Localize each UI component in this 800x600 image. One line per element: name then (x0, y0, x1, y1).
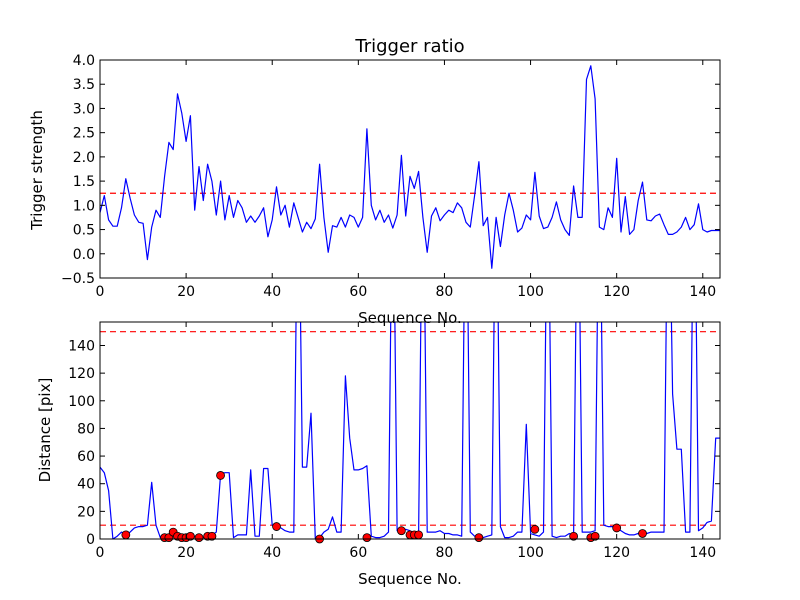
y-tick-label: 0.5 (73, 223, 95, 239)
y-tick-label: 60 (77, 449, 95, 465)
data-marker (530, 524, 540, 534)
axes-frame (99, 59, 721, 279)
x-tick-label: 140 (689, 545, 716, 561)
axes-frame (99, 321, 721, 540)
data-series-line (100, 65, 720, 269)
y-tick-label: 1.5 (73, 174, 95, 190)
y-axis-label: Trigger strength (28, 110, 46, 231)
data-marker (272, 522, 281, 531)
y-tick-label: 100 (68, 394, 95, 410)
data-marker (638, 529, 647, 538)
x-tick-label: 120 (603, 545, 630, 561)
y-tick-label: 80 (77, 421, 95, 437)
y-axis-label: Distance [pix] (36, 378, 54, 483)
x-tick-label: 0 (96, 545, 105, 561)
x-axis-label: Sequence No. (358, 570, 462, 588)
data-marker (569, 531, 579, 541)
data-marker (414, 530, 424, 540)
x-tick-label: 80 (436, 545, 454, 561)
x-tick-label: 40 (263, 284, 281, 300)
y-tick-label: 40 (77, 477, 95, 493)
data-marker (362, 533, 372, 543)
x-tick-label: 20 (177, 284, 195, 300)
x-tick-label: 100 (517, 545, 544, 561)
x-tick-label: 60 (349, 284, 367, 300)
data-marker (121, 530, 131, 540)
data-marker (590, 531, 600, 541)
y-tick-label: 140 (68, 338, 95, 354)
x-tick-label: 140 (689, 284, 716, 300)
x-tick-label: 80 (436, 284, 454, 300)
y-tick-label: 20 (77, 504, 95, 520)
data-marker (194, 533, 204, 543)
x-tick-label: 0 (96, 284, 105, 300)
x-axis-label: Sequence No. (358, 309, 462, 327)
y-tick-label: 120 (68, 366, 95, 382)
x-tick-label: 40 (263, 545, 281, 561)
trigger-ratio-chart: Trigger ratio Sequence No. Trigger stren… (28, 36, 721, 327)
y-tick-label: 2.5 (73, 126, 95, 142)
x-tick-label: 60 (349, 545, 367, 561)
x-tick-label: 20 (177, 545, 195, 561)
y-tick-label: 4.0 (73, 53, 95, 69)
data-marker (612, 523, 622, 533)
y-tick-label: 3.0 (73, 101, 95, 117)
distance-chart: Sequence No. Distance [pix] 0 20 40 60 80 100… (36, 321, 721, 588)
x-tick-label: 100 (517, 284, 544, 300)
data-marker (207, 531, 217, 541)
x-tick-label: 120 (603, 284, 630, 300)
data-marker (396, 526, 406, 536)
data-marker (216, 471, 225, 480)
y-tick-label: 0.0 (73, 247, 95, 263)
chart-title: Trigger ratio (354, 36, 464, 57)
y-tick-label: −0.5 (61, 271, 95, 287)
plot-area (100, 65, 720, 269)
y-tick-label: 1.0 (73, 198, 95, 214)
y-tick-label: 2.0 (73, 150, 95, 166)
y-tick-label: 0 (86, 532, 95, 548)
data-marker (474, 533, 484, 543)
y-tick-label: 3.5 (73, 77, 95, 93)
